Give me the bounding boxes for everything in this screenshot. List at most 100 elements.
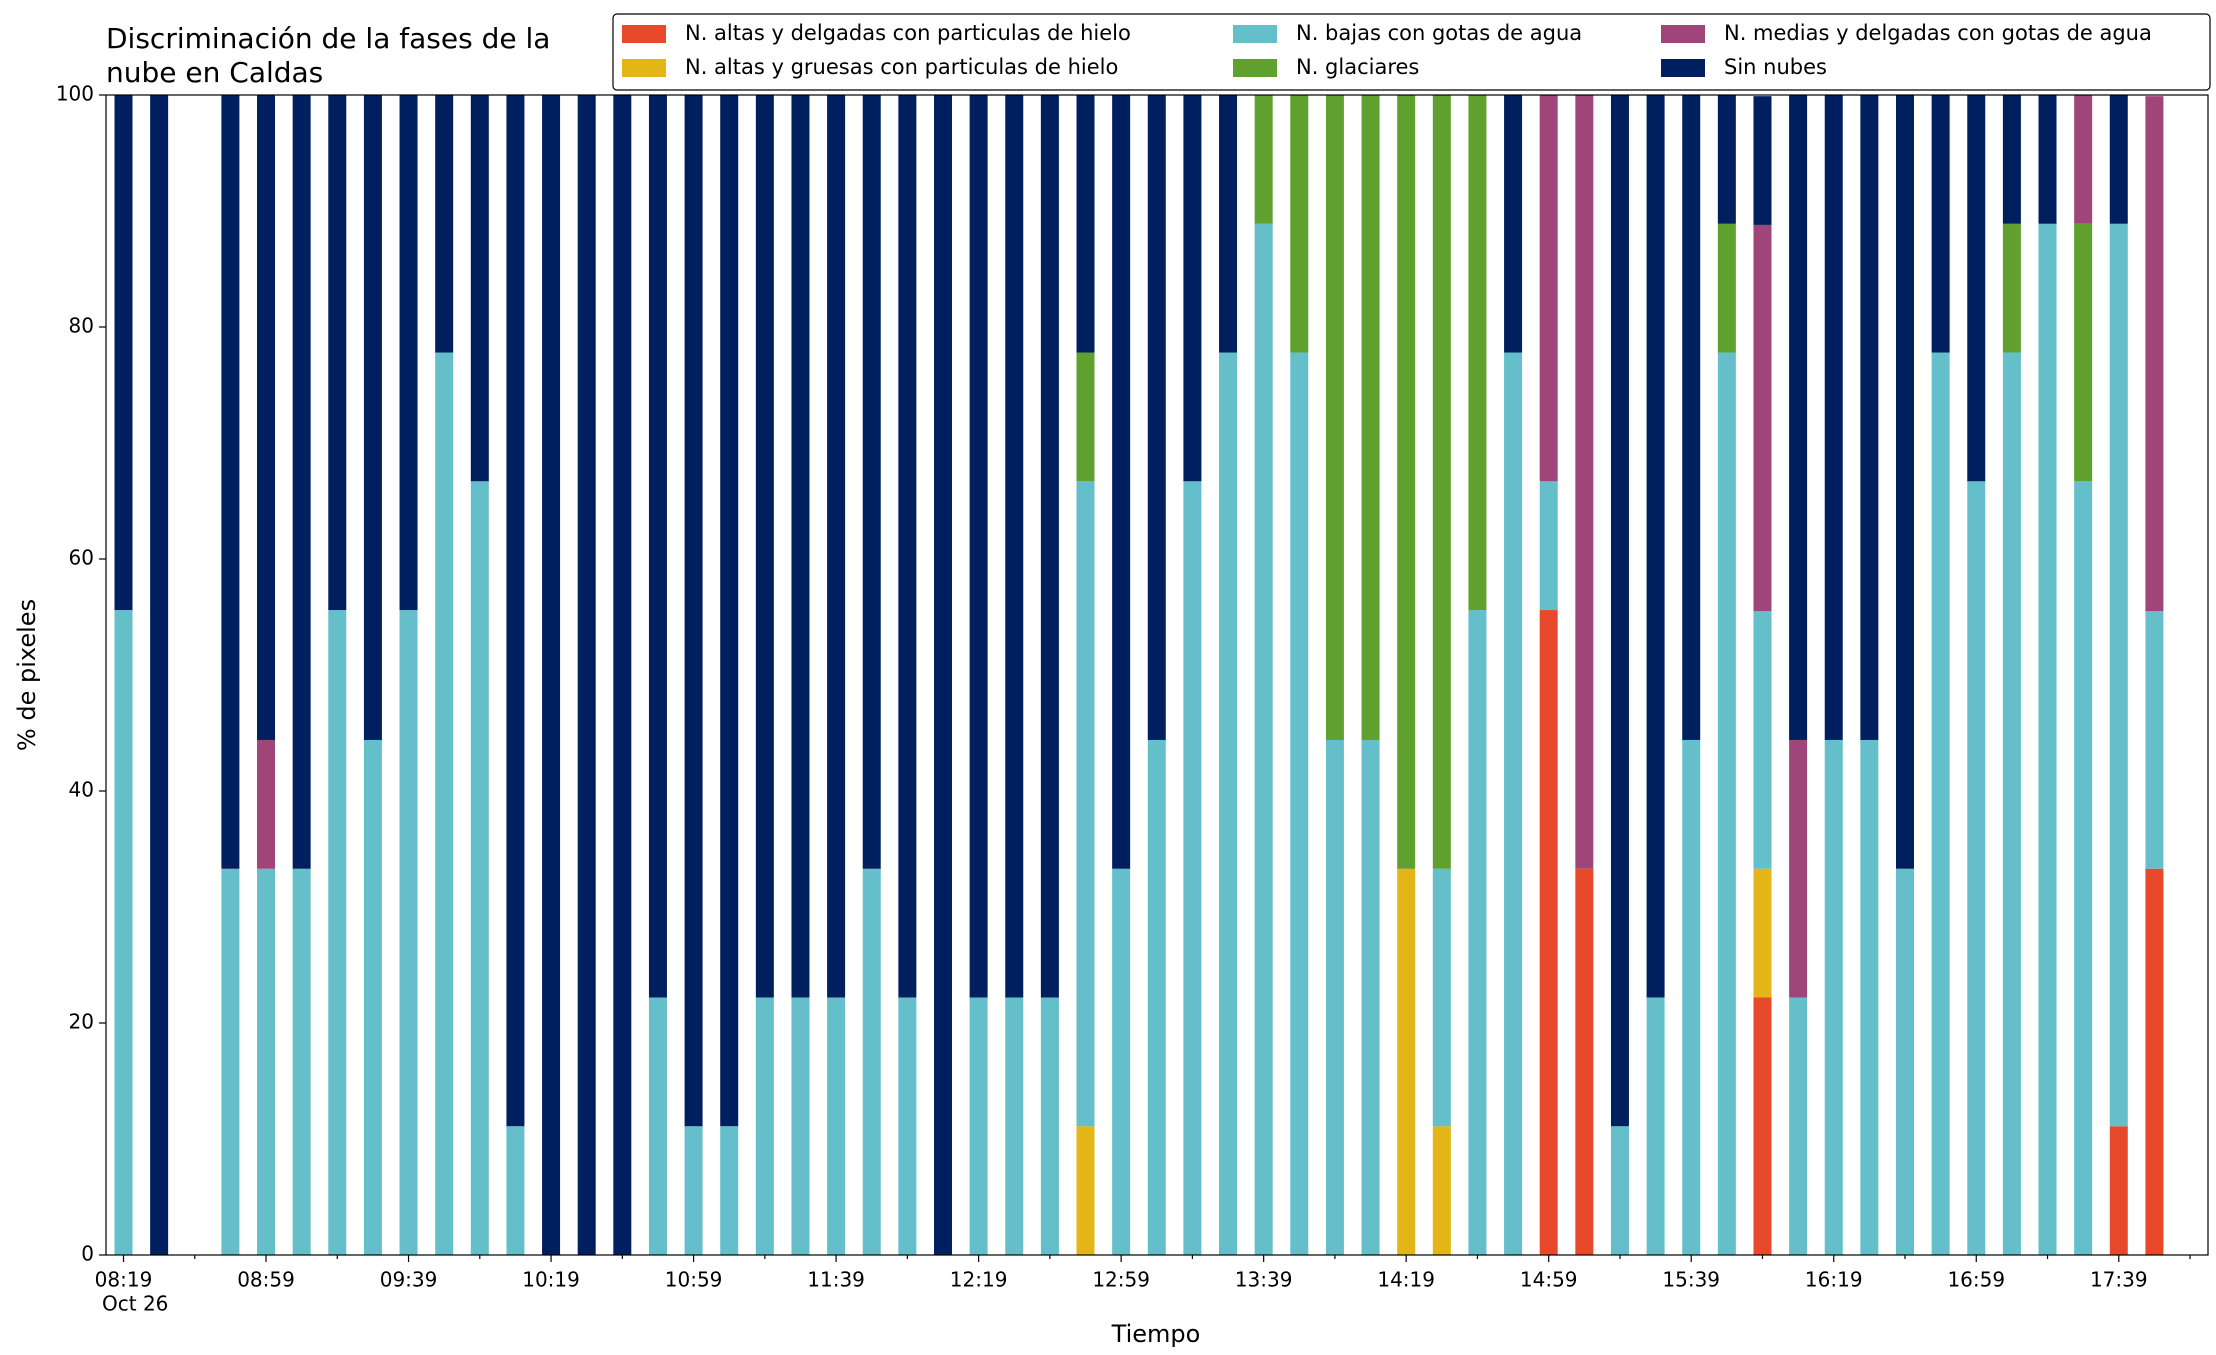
bar-segment [1254,95,1273,224]
bar-segment [684,1126,703,1255]
bar-segment [1575,868,1594,1255]
legend-label: Sin nubes [1724,55,1827,79]
bar-segment [791,95,810,998]
bar-segment [292,95,311,869]
x-tick-label: 14:59 [1520,1268,1578,1292]
bar-segment [1860,95,1879,740]
bar-segment [1753,611,1772,869]
bar-segment [2109,223,2128,1127]
bar-segment [1717,223,1736,353]
legend-swatch [1233,25,1277,43]
bar-segment [328,610,347,1255]
bar-segment [720,95,739,1127]
bar-segment [1112,868,1131,1255]
bar-segment [1860,739,1879,1255]
bar-segment [1753,997,1772,1255]
bar-segment [1753,224,1772,612]
bar-segment [1183,95,1202,482]
bar-segment [1076,481,1095,1127]
legend-box [612,13,2211,91]
bar-segment [827,997,846,1255]
x-tick-label: 17:39 [2090,1268,2148,1292]
bar-segment [399,610,418,1255]
bar-segment [1325,95,1344,740]
bar-segment [969,997,988,1255]
bar-segment [933,95,952,1255]
bar-segment [257,95,276,740]
bar-segment [755,997,774,1255]
legend-swatch [1233,59,1277,77]
x-tick-label: 16:59 [1947,1268,2005,1292]
x-tick-label: 08:59 [237,1268,295,1292]
x-tick-label: 12:19 [950,1268,1008,1292]
bar-segment [1005,95,1024,998]
bar-segment [791,997,810,1255]
bar-segment [221,868,240,1255]
bar-segment [1682,739,1701,1255]
bar-segment [1040,997,1059,1255]
plot-frame [105,94,2209,1256]
bar-segment [577,95,596,1255]
bar-segment [2145,96,2164,612]
y-tick-label: 0 [81,1242,94,1266]
legend-label: N. altas y delgadas con particulas de hi… [685,21,1131,45]
x-tick-label: 10:59 [665,1268,723,1292]
x-tick-label: 15:39 [1662,1268,1720,1292]
bar-segment [435,95,454,353]
bar-segment [1290,95,1309,353]
bar-segment [1254,223,1273,1255]
bar-segment [257,739,276,869]
legend-label: N. altas y gruesas con particulas de hie… [685,55,1118,79]
bar-segment [648,997,667,1255]
bar-segment [1040,95,1059,998]
legend-swatch [1661,25,1705,43]
bar-segment [2038,95,2057,224]
bar-segment [1824,739,1843,1255]
bar-segment [1717,352,1736,1255]
bar-segment [1361,739,1380,1255]
bar-segment [1076,95,1095,353]
bar-segment [684,95,703,1127]
bar-segment [898,997,917,1255]
bar-segment [1325,739,1344,1255]
bar-segment [435,352,454,1255]
bar-segment [1753,96,1772,225]
bar-segment [2002,352,2021,1255]
bar-segment [470,95,489,482]
bar-segment [2109,95,2128,224]
bar-segment [221,95,240,869]
bar-segment [613,95,632,1255]
bar-segment [1468,95,1487,611]
y-tick-label: 60 [69,546,94,570]
bar-segment [1931,352,1950,1255]
bar-segment [1967,95,1986,482]
legend-label: N. glaciares [1296,55,1419,79]
bar-segment [1789,997,1808,1255]
bar-segment [898,95,917,998]
bar-segment [1789,95,1808,740]
x-tick-label: 08:19 [95,1268,153,1292]
bar-segment [1076,1126,1095,1255]
legend-label: N. bajas con gotas de agua [1296,21,1582,45]
legend-swatch [1661,59,1705,77]
bar-segment [1005,997,1024,1255]
bar-segment [506,1126,525,1255]
y-tick-label: 20 [69,1010,94,1034]
bar-segment [2109,1126,2128,1255]
bar-segment [2074,95,2093,224]
bar-segment [1967,481,1986,1255]
bar-segment [1896,95,1914,869]
bar-segment [862,95,881,869]
legend-label: N. medias y delgadas con gotas de agua [1724,21,2152,45]
bar-segment [2145,868,2164,1255]
bar-segment [1575,95,1594,869]
y-tick-label: 80 [69,314,94,338]
x-tick-label: 10:19 [522,1268,580,1292]
bar-segment [1219,352,1238,1255]
bar-segment [1824,95,1843,740]
y-tick-label: 40 [69,778,94,802]
bar-segment [1468,610,1487,1255]
bar-segment [1147,95,1166,740]
x-axis-label: Tiempo [1111,1320,1201,1348]
